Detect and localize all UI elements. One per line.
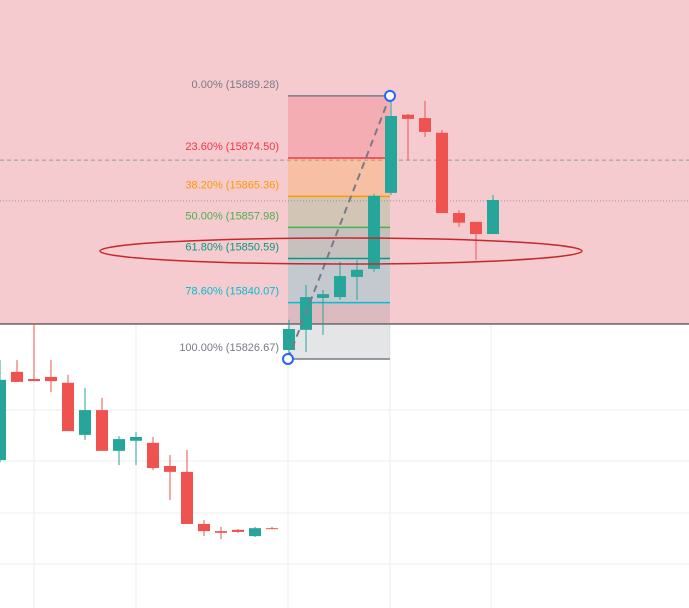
candle-body — [198, 523, 210, 532]
candle-body — [249, 528, 261, 537]
candle-body — [317, 294, 329, 298]
candle-body — [351, 269, 363, 277]
candle-body — [368, 195, 380, 269]
fib-band — [288, 157, 390, 197]
candle-body — [215, 531, 227, 533]
annotation-ellipse — [99, 237, 583, 265]
candle-body — [453, 213, 465, 223]
shaded-zone — [0, 0, 689, 324]
candle-body — [487, 200, 499, 235]
fib-handle — [384, 89, 396, 102]
candle-body — [283, 329, 295, 351]
fib-label: 0.00% (15889.28) — [192, 79, 279, 91]
fib-label: 78.60% (15840.07) — [185, 286, 279, 298]
candle-body — [436, 132, 448, 214]
candle-body — [232, 529, 244, 532]
candle-body — [402, 114, 414, 119]
candle-body — [113, 439, 125, 451]
candle-body — [147, 442, 159, 469]
candle-body — [181, 471, 193, 524]
fib-handle — [282, 352, 294, 365]
fib-label: 50.00% (15857.98) — [185, 210, 279, 222]
candle-body — [96, 410, 108, 451]
fib-label: 100.00% (15826.67) — [179, 342, 279, 354]
candle-body — [419, 118, 431, 132]
candle-body — [334, 276, 346, 298]
candle-body — [28, 379, 40, 382]
candle-body — [164, 465, 176, 472]
candle-body — [45, 376, 57, 382]
fib-band — [288, 95, 390, 158]
candle-body — [11, 371, 23, 382]
candle-body — [0, 379, 6, 461]
fib-label: 23.60% (15874.50) — [185, 141, 279, 153]
candle-body — [79, 410, 91, 435]
candle-body — [385, 115, 397, 193]
candle-body — [130, 436, 142, 441]
candle-body — [470, 221, 482, 235]
candle-body — [62, 382, 74, 432]
candle-body — [266, 528, 278, 530]
fib-label: 38.20% (15865.36) — [185, 179, 279, 191]
fib-label: 61.80% (15850.59) — [185, 241, 279, 253]
